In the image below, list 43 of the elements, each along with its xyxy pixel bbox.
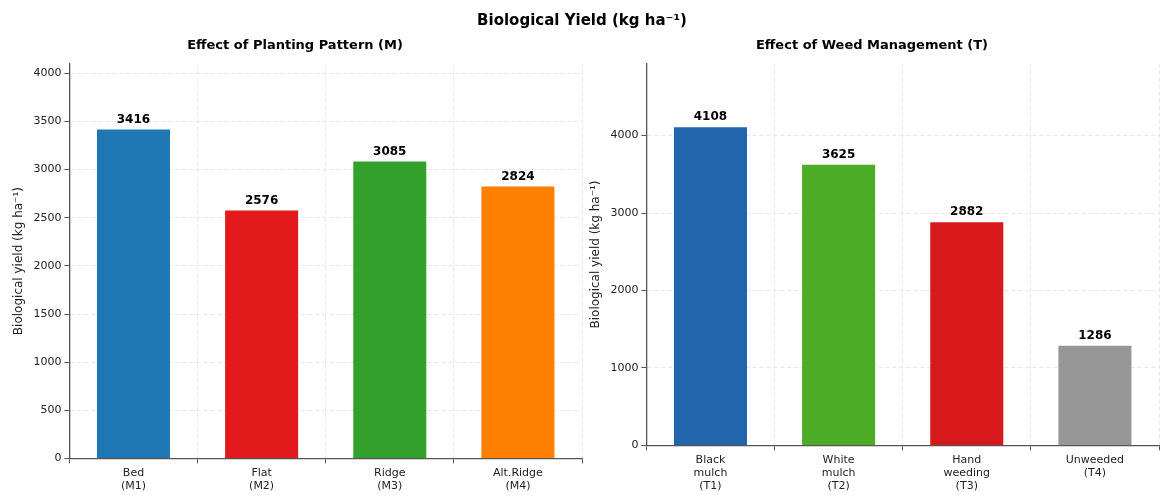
x-tick-label: Black mulch (T1) [693,452,728,493]
bar [353,161,427,459]
y-tick-label: 3000 [610,205,639,219]
y-tick-label: 500 [40,403,62,417]
data-label: 2576 [244,192,279,207]
data-label: 3625 [821,146,856,161]
y-tick-label: 3500 [33,114,62,128]
data-label: 3085 [373,143,407,158]
data-label: 2882 [950,204,984,219]
x-tick-label: Flat (M2) [249,466,275,493]
y-tick-label: 4000 [33,66,62,80]
bar [1058,345,1132,445]
y-tick-label: 3000 [33,162,62,176]
y-tick-label: 0 [54,451,62,465]
x-tick-label: Alt.Ridge (M4) [493,466,544,493]
y-tick-label: 1000 [33,355,62,369]
bar [481,186,555,459]
bar [225,210,299,459]
x-tick-label: Unweeded (T4) [1065,452,1125,480]
chart-subtitle: Effect of Planting Pattern (M) [187,37,403,53]
y-tick-label: 1000 [610,360,639,374]
y-tick-label: 2000 [33,258,62,272]
x-tick-label: Ridge (M3) [374,466,406,493]
y-tick-label: 4000 [610,128,639,142]
bar [802,164,876,445]
y-tick-label: 2000 [610,283,639,297]
chart-title: Biological Yield (kg ha⁻¹) [476,11,688,29]
bar [930,222,1004,445]
x-tick-label: Bed (M1) [120,466,147,493]
data-label: 3416 [116,111,151,126]
y-tick-label: 0 [631,438,639,452]
chart-subtitle: Effect of Weed Management (T) [755,37,989,53]
x-tick-label: Hand weeding (T3) [943,452,991,493]
bar [673,127,747,445]
x-tick-label: White mulch (T2) [821,452,856,493]
data-label: 2824 [501,168,535,183]
y-tick-label: 2500 [33,210,62,224]
y-axis-title: Biological yield (kg ha⁻¹) [11,187,26,336]
data-label: 4108 [693,109,728,124]
data-label: 1286 [1078,327,1112,342]
bar [96,129,170,459]
y-tick-label: 1500 [33,306,62,320]
y-axis-title: Biological yield (kg ha⁻¹) [588,180,603,329]
